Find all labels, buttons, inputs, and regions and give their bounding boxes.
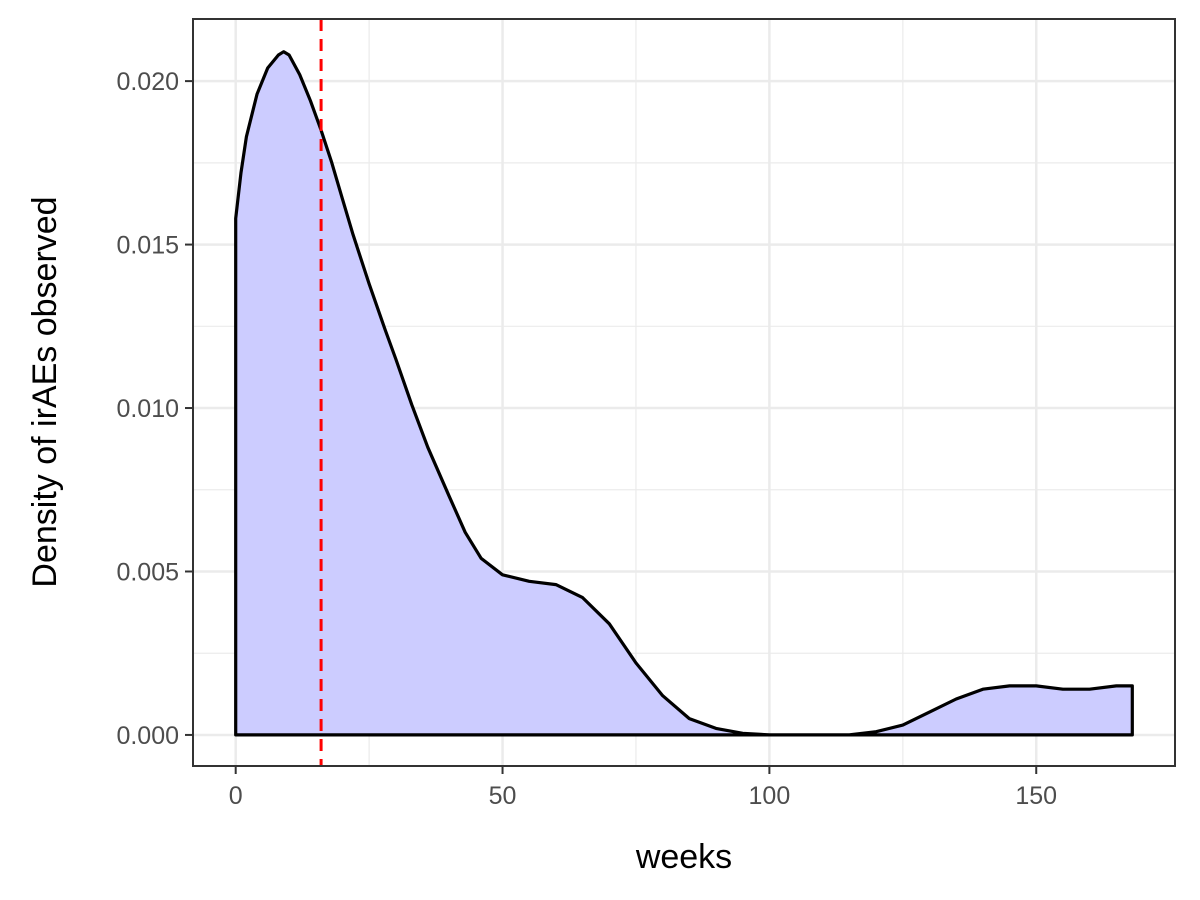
plot-border xyxy=(192,18,1176,767)
x-tick-label: 0 xyxy=(229,782,243,810)
y-tick-label: 0.005 xyxy=(116,558,179,586)
y-tick-label: 0.015 xyxy=(116,232,179,260)
x-axis: 0 50 100 150 xyxy=(229,766,1057,810)
y-tick-label: 0.000 xyxy=(116,722,179,750)
x-tick-label: 100 xyxy=(749,782,791,810)
y-tick-label: 0.010 xyxy=(116,395,179,423)
x-axis-title: weeks xyxy=(635,838,732,876)
y-axis-title: Density of irAEs observed xyxy=(26,196,64,587)
x-tick-label: 50 xyxy=(489,782,517,810)
y-tick-label: 0.020 xyxy=(116,68,179,96)
density-area xyxy=(235,51,1133,735)
density-curve xyxy=(234,50,1134,737)
y-axis: 0.000 0.005 0.010 0.015 0.020 xyxy=(116,68,193,750)
x-tick-label: 150 xyxy=(1015,782,1057,810)
